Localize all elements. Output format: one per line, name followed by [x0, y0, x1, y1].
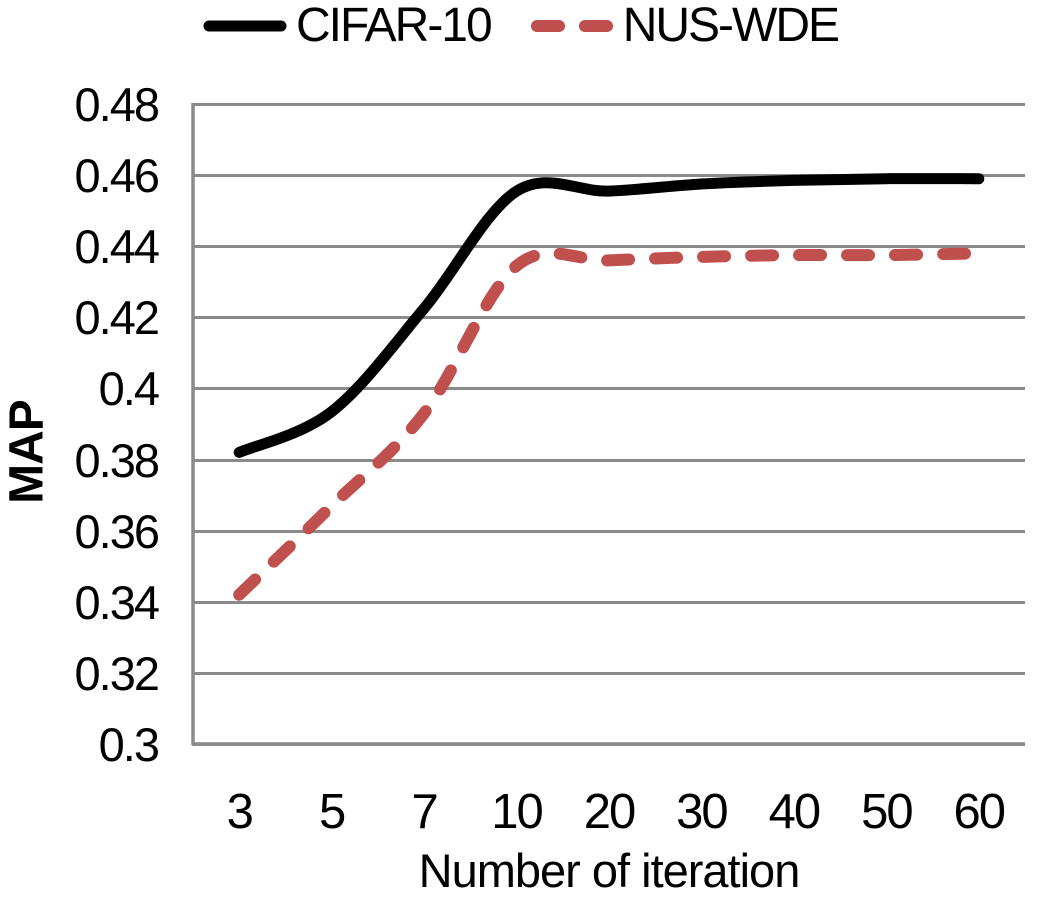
y-tick-label: 0.34 [75, 576, 159, 629]
legend-label-nuswde: NUS-WDE [622, 0, 840, 52]
x-tick-label: 3 [227, 785, 253, 839]
series-line-nus-wde [233, 247, 985, 601]
x-tick-label: 7 [411, 785, 436, 839]
x-tick-label: 20 [584, 785, 635, 839]
y-tick-label: 0.4 [99, 362, 159, 415]
y-tick-label: 0.42 [75, 291, 158, 344]
y-tick-label: 0.46 [75, 149, 159, 202]
y-tick-label: 0.32 [75, 647, 158, 700]
y-tick-label: 0.38 [75, 434, 159, 487]
y-tick-label: 0.3 [99, 718, 159, 771]
legend-item-nuswde: NUS-WDE [529, 0, 840, 52]
y-tick-label: 0.44 [75, 220, 159, 273]
y-axis-title: MAP [0, 400, 54, 504]
x-tick-label: 30 [676, 785, 727, 839]
x-tick-label: 50 [861, 785, 912, 839]
series-line-cifar-10 [233, 173, 985, 458]
y-tick-label: 0.48 [75, 78, 159, 131]
y-tick-label: 0.36 [75, 505, 159, 558]
legend-label-cifar10: CIFAR-10 [295, 0, 493, 52]
x-tick-label: 40 [769, 785, 820, 839]
x-tick-label: 10 [491, 785, 542, 839]
legend: CIFAR-10 NUS-WDE [0, 0, 1040, 52]
x-tick-label: 5 [319, 785, 345, 839]
x-axis-title: Number of iteration [418, 844, 801, 897]
nuswde-dashed-line-swatch [530, 20, 615, 32]
legend-item-cifar10: CIFAR-10 [202, 0, 493, 52]
x-tick-label: 60 [954, 785, 1005, 839]
cifar10-solid-line-swatch [203, 20, 287, 32]
